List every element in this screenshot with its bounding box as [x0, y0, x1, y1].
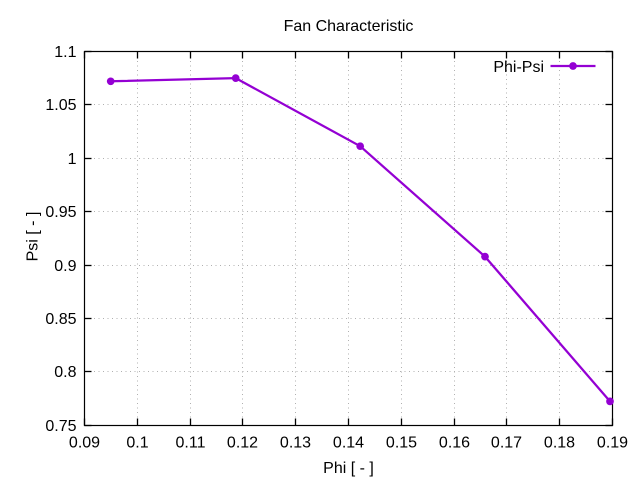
svg-text:1: 1 — [68, 151, 77, 168]
svg-text:0.13: 0.13 — [280, 435, 311, 452]
svg-text:0.14: 0.14 — [333, 435, 364, 452]
svg-text:Phi [ - ]: Phi [ - ] — [323, 460, 374, 477]
svg-text:Phi-Psi: Phi-Psi — [493, 59, 544, 76]
svg-text:0.18: 0.18 — [544, 435, 575, 452]
svg-text:0.17: 0.17 — [491, 435, 522, 452]
svg-text:1.05: 1.05 — [45, 97, 76, 114]
svg-text:0.12: 0.12 — [227, 435, 258, 452]
svg-text:0.95: 0.95 — [45, 204, 76, 221]
svg-text:0.15: 0.15 — [386, 435, 417, 452]
svg-text:1.1: 1.1 — [54, 44, 76, 61]
svg-text:0.8: 0.8 — [54, 364, 76, 381]
svg-text:Psi [ - ]: Psi [ - ] — [25, 212, 42, 262]
svg-text:0.1: 0.1 — [126, 435, 148, 452]
svg-text:0.16: 0.16 — [439, 435, 470, 452]
svg-text:0.85: 0.85 — [45, 311, 76, 328]
svg-text:0.11: 0.11 — [176, 435, 206, 452]
svg-text:0.09: 0.09 — [69, 435, 100, 452]
svg-text:0.75: 0.75 — [45, 418, 76, 435]
svg-text:Fan Characteristic: Fan Characteristic — [284, 18, 414, 35]
svg-text:0.9: 0.9 — [54, 258, 76, 275]
svg-text:0.19: 0.19 — [597, 435, 628, 452]
